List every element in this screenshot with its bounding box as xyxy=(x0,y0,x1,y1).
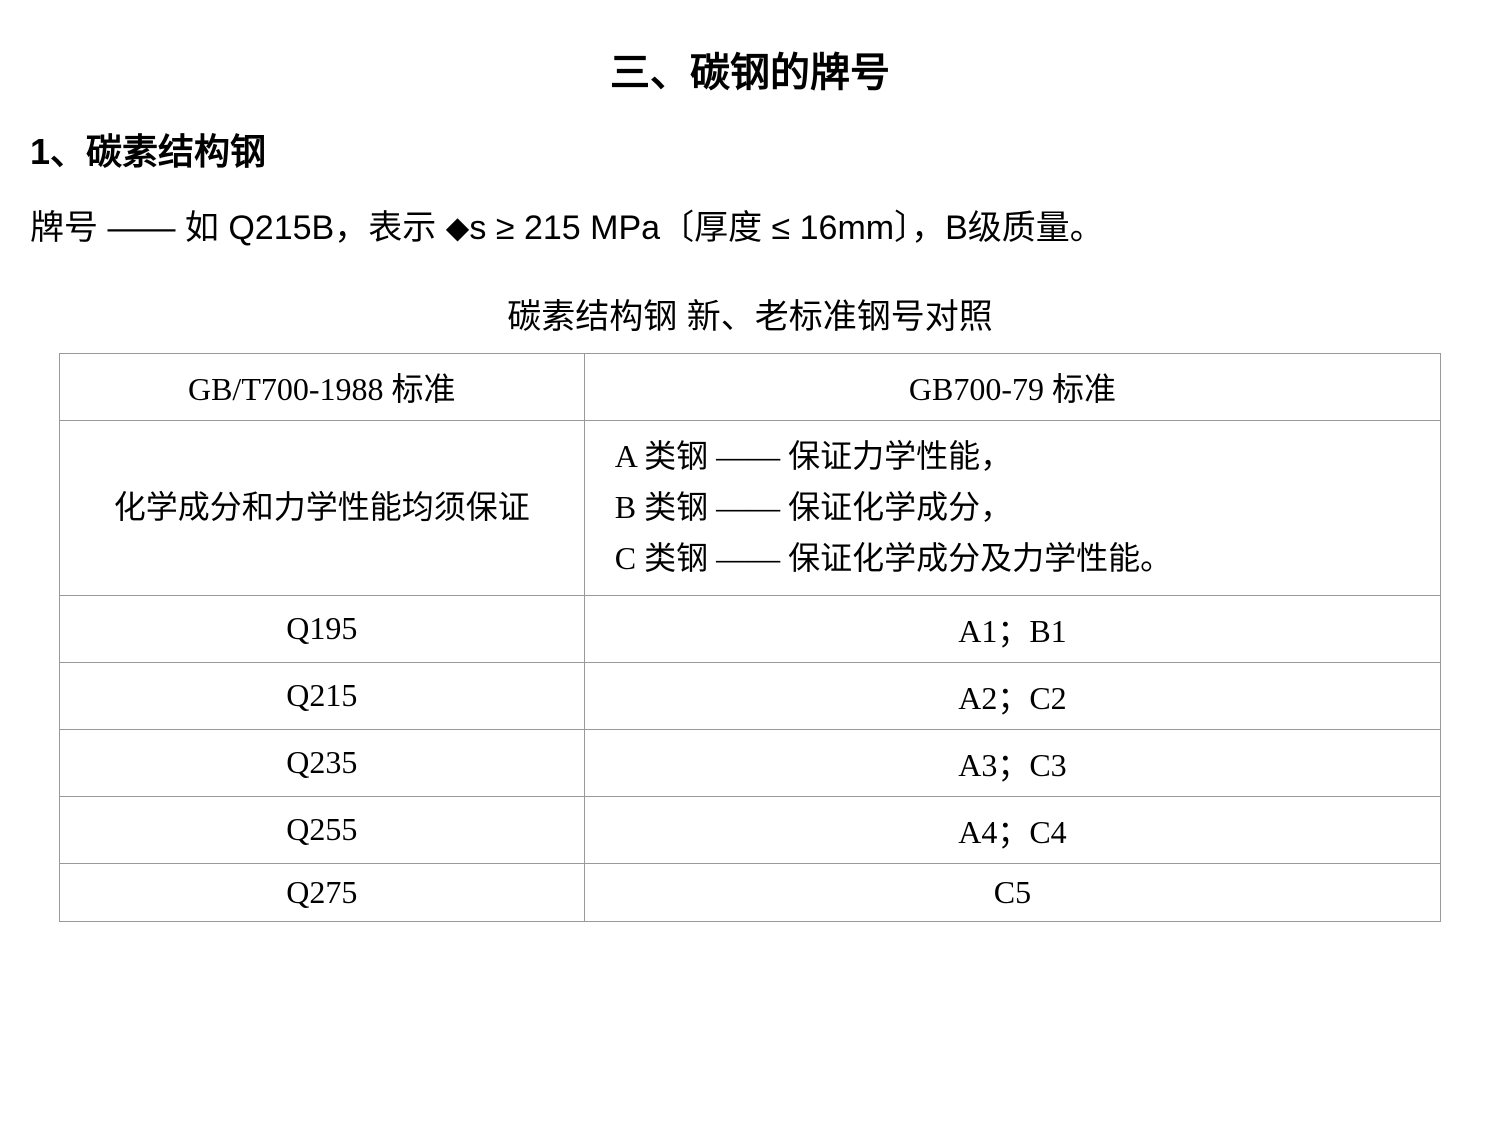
row-right: C5 xyxy=(584,863,1440,921)
desc-left: 化学成分和力学性能均须保证 xyxy=(59,421,584,596)
row-right: A4；C4 xyxy=(584,796,1440,863)
row-left: Q275 xyxy=(59,863,584,921)
desc-right-a: A 类钢 —— 保证力学性能， xyxy=(615,438,1012,474)
table-row: Q275 C5 xyxy=(59,863,1440,921)
row-left: Q195 xyxy=(59,595,584,662)
row-right: A1；B1 xyxy=(584,595,1440,662)
main-title: 三、碳钢的牌号 xyxy=(30,40,1470,98)
header-left: GB/T700-1988 标准 xyxy=(59,354,584,421)
header-right: GB700-79 标准 xyxy=(584,354,1440,421)
desc-right-b: B 类钢 —— 保证化学成分， xyxy=(615,489,1012,525)
row-left: Q215 xyxy=(59,662,584,729)
table-row: Q235 A3；C3 xyxy=(59,729,1440,796)
body-text: 牌号 —— 如 Q215B，表示 ⬥s ≥ 215 MPa〔厚度 ≤ 16mm〕… xyxy=(30,200,1470,249)
comparison-table: GB/T700-1988 标准 GB700-79 标准 化学成分和力学性能均须保… xyxy=(59,353,1441,922)
table-row: Q215 A2；C2 xyxy=(59,662,1440,729)
row-right: A2；C2 xyxy=(584,662,1440,729)
table-caption: 碳素结构钢 新、老标准钢号对照 xyxy=(30,289,1470,338)
desc-right-c: C 类钢 —— 保证化学成分及力学性能。 xyxy=(615,540,1172,576)
table-header-row: GB/T700-1988 标准 GB700-79 标准 xyxy=(59,354,1440,421)
table-row: Q195 A1；B1 xyxy=(59,595,1440,662)
table-desc-row: 化学成分和力学性能均须保证 A 类钢 —— 保证力学性能， B 类钢 —— 保证… xyxy=(59,421,1440,596)
desc-right: A 类钢 —— 保证力学性能， B 类钢 —— 保证化学成分， C 类钢 —— … xyxy=(584,421,1440,596)
table-row: Q255 A4；C4 xyxy=(59,796,1440,863)
row-left: Q255 xyxy=(59,796,584,863)
row-right: A3；C3 xyxy=(584,729,1440,796)
section-heading: 1、碳素结构钢 xyxy=(30,123,1470,175)
row-left: Q235 xyxy=(59,729,584,796)
